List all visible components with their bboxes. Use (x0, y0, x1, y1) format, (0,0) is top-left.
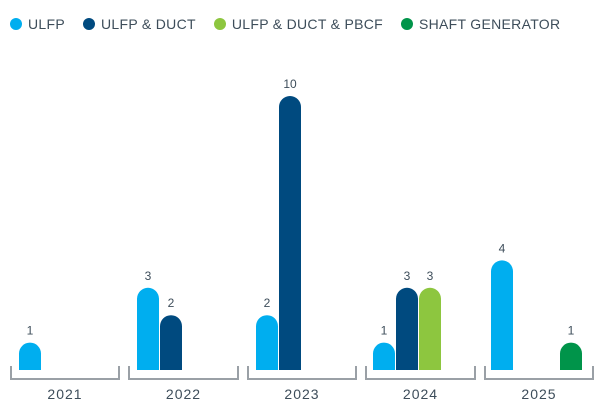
axis-bracket-2025 (484, 366, 594, 380)
data-label-2024-series-2: 3 (427, 269, 434, 283)
legend-label-ulfp: ULFP (28, 16, 65, 32)
legend-label-ulfp-duct-pbcf: ULFP & DUCT & PBCF (231, 16, 383, 32)
legend-item-ulfp-duct-pbcf: ULFP & DUCT & PBCF (213, 16, 383, 32)
bar-2025-series-3 (560, 342, 582, 370)
data-label-2023-series-1: 10 (283, 77, 297, 91)
bar-2021-series-0 (19, 342, 41, 370)
legend-item-ulfp: ULFP (10, 16, 65, 32)
legend-swatch-ulfp-duct-pbcf (213, 18, 226, 30)
tick-label-2022: 2022 (166, 386, 201, 402)
data-label-2024-series-1: 3 (404, 269, 411, 283)
data-label-2021-series-0: 1 (27, 324, 34, 338)
tick-label-2021: 2021 (47, 386, 82, 402)
data-label-2023-series-0: 2 (264, 296, 271, 310)
legend-label-ulfp-duct: ULFP & DUCT (101, 16, 196, 32)
bar-2022-series-1 (160, 315, 182, 370)
legend-label-shaft-generator: SHAFT GENERATOR (418, 16, 561, 32)
bar-2025-series-0 (491, 260, 513, 370)
axis-bracket-2023 (247, 366, 357, 380)
legend-swatch-ulfp-duct (83, 18, 95, 30)
bar-2024-series-0 (373, 342, 395, 370)
axis-bracket-2024 (365, 366, 476, 380)
legend-item-shaft-generator: SHAFT GENERATOR (400, 16, 561, 32)
legend-swatch-shaft-generator (400, 18, 413, 30)
data-label-2022-series-1: 2 (168, 296, 175, 310)
data-label-2025-series-0: 4 (499, 241, 506, 255)
bar-2024-series-1 (396, 287, 418, 370)
tick-label-2025: 2025 (521, 386, 556, 402)
legend-swatch-ulfp (10, 18, 22, 30)
data-label-2022-series-0: 3 (145, 269, 152, 283)
legend: ULFP ULFP & DUCT ULFP & DUCT & PBCF SHAF… (10, 12, 614, 36)
bar-2023-series-0 (256, 315, 278, 370)
axis-bracket-2021 (10, 366, 120, 380)
bar-2024-series-2 (419, 287, 441, 370)
legend-item-ulfp-duct: ULFP & DUCT (83, 16, 196, 32)
tick-label-2024: 2024 (403, 386, 438, 402)
bar-2022-series-0 (137, 287, 159, 370)
tick-label-2023: 2023 (284, 386, 319, 402)
data-label-2025-series-3: 1 (568, 324, 575, 338)
data-label-2024-series-0: 1 (381, 324, 388, 338)
bar-2023-series-1 (279, 96, 301, 370)
axis-bracket-2022 (128, 366, 239, 380)
